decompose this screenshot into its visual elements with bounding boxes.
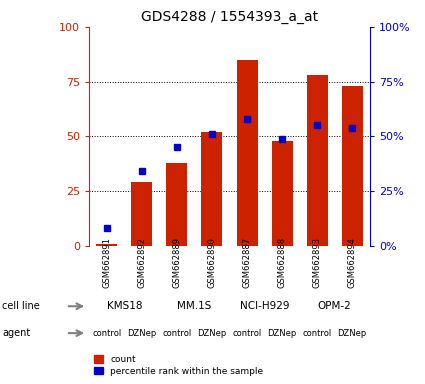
Text: DZNep: DZNep bbox=[267, 329, 297, 338]
Legend: count, percentile rank within the sample: count, percentile rank within the sample bbox=[94, 355, 263, 376]
Bar bbox=[166, 162, 187, 246]
Text: NCI-H929: NCI-H929 bbox=[240, 301, 289, 311]
Text: KMS18: KMS18 bbox=[107, 301, 142, 311]
Text: GSM662887: GSM662887 bbox=[243, 237, 252, 288]
Text: MM.1S: MM.1S bbox=[177, 301, 212, 311]
Text: DZNep: DZNep bbox=[337, 329, 367, 338]
Text: DZNep: DZNep bbox=[127, 329, 156, 338]
Text: cell line: cell line bbox=[2, 301, 40, 311]
Bar bbox=[201, 132, 223, 246]
Title: GDS4288 / 1554393_a_at: GDS4288 / 1554393_a_at bbox=[141, 10, 318, 25]
Bar bbox=[342, 86, 363, 246]
Text: GSM662893: GSM662893 bbox=[313, 237, 322, 288]
Text: GSM662888: GSM662888 bbox=[278, 237, 286, 288]
Bar bbox=[96, 243, 117, 246]
Text: GSM662892: GSM662892 bbox=[137, 237, 146, 288]
Text: control: control bbox=[92, 329, 122, 338]
Bar bbox=[272, 141, 292, 246]
Bar bbox=[236, 60, 258, 246]
Text: agent: agent bbox=[2, 328, 30, 338]
Text: OPM-2: OPM-2 bbox=[318, 301, 351, 311]
Text: DZNep: DZNep bbox=[197, 329, 227, 338]
Text: GSM662889: GSM662889 bbox=[173, 237, 181, 288]
Text: control: control bbox=[303, 329, 332, 338]
Text: control: control bbox=[162, 329, 192, 338]
Text: GSM662890: GSM662890 bbox=[207, 237, 216, 288]
Text: GSM662894: GSM662894 bbox=[348, 237, 357, 288]
Text: control: control bbox=[232, 329, 262, 338]
Bar bbox=[131, 182, 152, 246]
Text: GSM662891: GSM662891 bbox=[102, 237, 111, 288]
Bar bbox=[306, 75, 328, 246]
